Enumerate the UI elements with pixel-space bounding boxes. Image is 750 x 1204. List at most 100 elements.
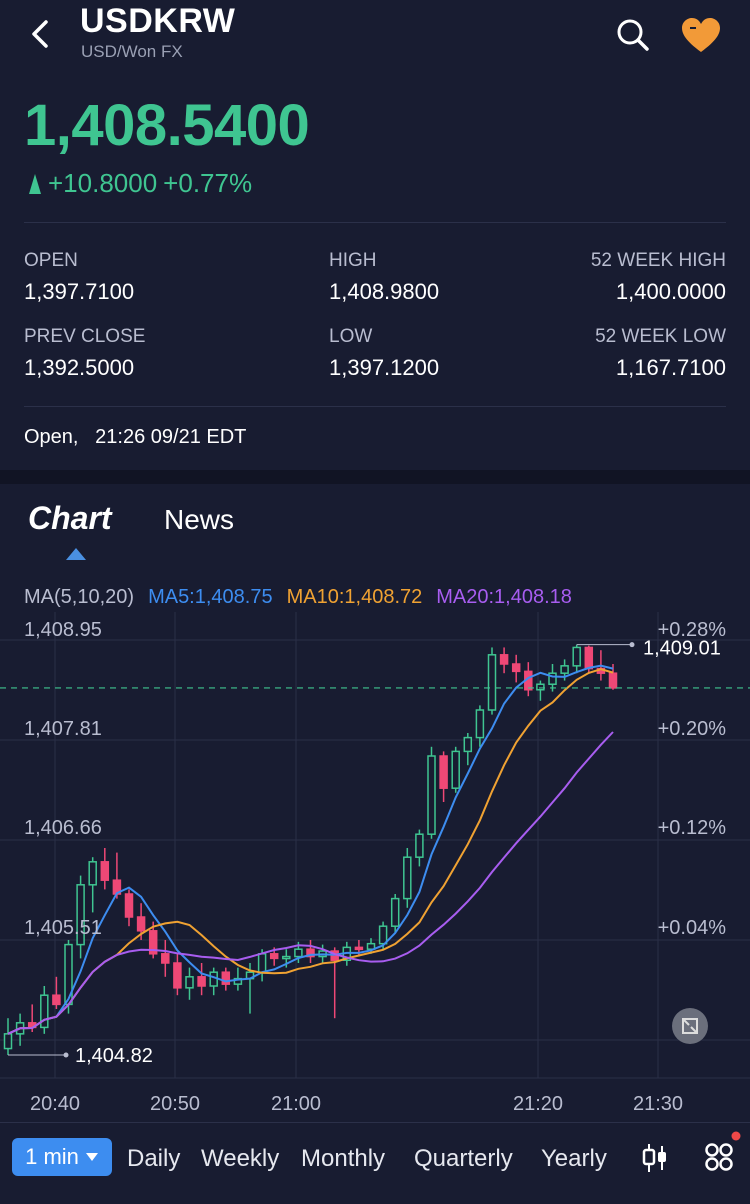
candlestick-icon[interactable] xyxy=(640,1142,670,1174)
period-quarterly[interactable]: Quarterly xyxy=(414,1145,513,1172)
time-axis-label: 21:20 xyxy=(513,1093,563,1115)
candle-up xyxy=(40,994,49,1029)
favorite-heart-icon[interactable] xyxy=(680,16,722,56)
ma20-value: MA20:1,408.18 xyxy=(436,586,572,608)
price-change: +10.8000 +0.77% xyxy=(28,168,252,199)
open-label: OPEN xyxy=(24,250,78,271)
ma-label: MA(5,10,20) xyxy=(24,586,135,608)
candle-up xyxy=(572,646,581,667)
candle-down xyxy=(499,654,509,665)
indicators-grid-icon[interactable] xyxy=(703,1130,743,1174)
52-week-high-value: 1,400.0000 xyxy=(615,279,726,304)
time-axis-label: 21:00 xyxy=(271,1093,321,1115)
candle-down xyxy=(269,953,279,960)
candle-up xyxy=(88,861,97,886)
ma10-value: MA10:1,408.72 xyxy=(286,586,423,608)
time-axis-label: 20:50 xyxy=(150,1093,200,1115)
quote-header xyxy=(0,0,750,470)
candle-down xyxy=(608,672,618,689)
prev-close-label: PREV CLOSE xyxy=(24,326,146,347)
candle-up xyxy=(427,755,436,835)
symbol-title: USDKRW xyxy=(80,2,236,40)
candle-down xyxy=(136,916,146,932)
low-label: LOW xyxy=(329,326,373,347)
search-icon[interactable] xyxy=(612,14,654,56)
percent-axis-label: +0.12% xyxy=(658,817,727,839)
price-axis-label: 1,408.95 xyxy=(24,619,102,641)
high-value: 1,408.9800 xyxy=(329,279,440,304)
open-value: 1,397.7100 xyxy=(24,279,135,304)
candle-up xyxy=(378,925,388,945)
candle-down xyxy=(197,976,206,987)
candle-down xyxy=(439,755,448,789)
period-daily[interactable]: Daily xyxy=(127,1145,181,1172)
ma20-line xyxy=(7,731,614,1035)
candle-down xyxy=(511,663,521,673)
period-weekly[interactable]: Weekly xyxy=(201,1145,280,1172)
quote-timestamp: 21:26 09/21 EDT xyxy=(95,426,247,448)
candle-up xyxy=(257,953,267,973)
candle-up xyxy=(487,654,497,711)
period-monthly[interactable]: Monthly xyxy=(301,1145,386,1172)
candle-up xyxy=(415,833,424,858)
price-axis-label: 1,405.51 xyxy=(24,917,102,939)
divider xyxy=(24,222,726,223)
candle-up xyxy=(366,942,376,950)
last-price: 1,408.5400 xyxy=(24,93,310,158)
period-yearly[interactable]: Yearly xyxy=(541,1145,607,1172)
percent-axis-label: +0.04% xyxy=(658,917,727,939)
candle-up xyxy=(282,955,291,960)
candle-down xyxy=(124,893,134,918)
candle-up xyxy=(475,709,485,739)
high-marker-dot xyxy=(629,642,635,648)
candle-up xyxy=(560,665,569,674)
divider xyxy=(24,406,726,407)
reset-zoom-button[interactable] xyxy=(672,1008,708,1044)
52-week-low-value: 1,167.7100 xyxy=(615,355,726,380)
candle-up xyxy=(390,897,400,927)
price-axis-label: 1,406.66 xyxy=(24,817,102,839)
candle-down xyxy=(52,994,61,1006)
price-axis-label: 1,407.81 xyxy=(24,718,102,740)
candle-up xyxy=(403,856,412,900)
candle-down xyxy=(584,646,594,670)
52-week-low-label: 52 WEEK LOW xyxy=(595,326,726,347)
52-week-high-label: 52 WEEK HIGH xyxy=(590,250,726,271)
price-chart[interactable]: 1,408.95 1,407.81 1,406.66 1,405.51 +0.28% +0… xyxy=(0,612,750,1122)
market-status: Open, 21:26 09/21 EDT xyxy=(24,426,246,449)
interval-dropdown[interactable]: 1 min xyxy=(12,1138,112,1176)
candle-down xyxy=(221,971,231,985)
high-marker-label: 1,409.01 xyxy=(643,638,721,660)
candle-up xyxy=(3,1033,13,1050)
caret-down-icon xyxy=(85,1153,98,1161)
up-arrow-icon xyxy=(29,173,41,194)
active-tab-indicator xyxy=(66,548,86,560)
change-percent: +0.77% xyxy=(163,168,253,198)
tab-news[interactable]: News xyxy=(164,504,235,535)
low-marker-dot xyxy=(63,1052,69,1058)
market-state: Open, xyxy=(24,426,79,448)
prev-close-value: 1,392.5000 xyxy=(24,355,135,380)
candle-up xyxy=(185,976,194,989)
candle-up xyxy=(294,948,303,958)
candle-up xyxy=(463,736,473,753)
reset-zoom-icon xyxy=(682,1018,698,1034)
candle-down xyxy=(148,930,158,955)
ma5-line xyxy=(7,664,614,1035)
high-label: HIGH xyxy=(329,250,377,271)
section-gap xyxy=(0,470,750,484)
bottom-toolbar xyxy=(0,1122,750,1204)
tab-chart[interactable]: Chart xyxy=(28,500,112,536)
moving-average-legend: MA(5,10,20) MA5:1,408.75 MA10:1,408.72 M… xyxy=(24,586,572,609)
back-arrow-icon[interactable] xyxy=(22,14,62,54)
candle-down xyxy=(100,861,110,881)
candle-up xyxy=(76,884,85,946)
candle-up xyxy=(548,672,557,685)
time-axis-label: 20:40 xyxy=(30,1093,80,1115)
ma5-value: MA5:1,408.75 xyxy=(148,586,273,608)
interval-value: 1 min xyxy=(25,1144,79,1169)
candle-down xyxy=(173,962,182,989)
percent-axis-label: +0.20% xyxy=(658,718,727,740)
instrument-name: USD/Won FX xyxy=(81,42,183,61)
candle-up xyxy=(536,683,545,691)
